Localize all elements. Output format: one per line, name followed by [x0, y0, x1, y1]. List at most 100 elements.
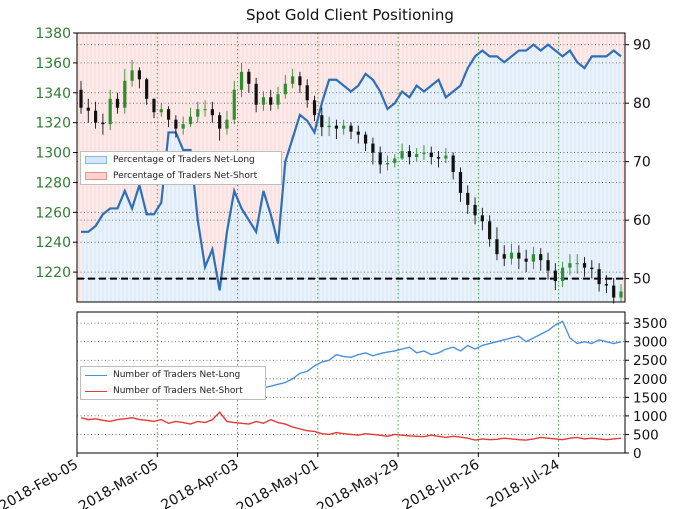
candle-body [597, 269, 601, 285]
candle-body [137, 70, 141, 80]
legend-label-count-long: Number of Traders Net-Long [113, 370, 241, 380]
left-tick-label-1220: 1220 [35, 265, 71, 281]
trader-count-legend: Number of Traders Net-Long Number of Tra… [80, 366, 266, 400]
bottom-frame [76, 311, 626, 454]
candle-body [590, 267, 594, 270]
candle-body [488, 221, 492, 240]
top-panel: 1220 1240 1260 1280 1300 1320 1340 1360 1380 50 60… [35, 26, 651, 304]
legend-swatch-net-short [85, 172, 107, 180]
candle-body [429, 152, 433, 158]
left-tick-label-1240: 1240 [35, 235, 71, 251]
candle-body [371, 143, 375, 153]
candle-body [145, 79, 149, 99]
candle-body [473, 204, 477, 216]
candle-body [174, 119, 178, 129]
left-tick-label-1380: 1380 [35, 26, 71, 42]
candle-body [247, 71, 251, 84]
candle-body [232, 89, 236, 120]
legend-label-net-long: Percentage of Traders Net-Long [113, 155, 255, 165]
candle-body [181, 124, 185, 129]
x-tick-label-4: 2018-May-29 [314, 457, 402, 509]
count-tick-label-0: 0 [633, 446, 642, 462]
candle-body [276, 94, 280, 105]
candle-body [79, 89, 83, 108]
candle-body [561, 267, 565, 282]
candle-body [218, 115, 222, 129]
legend-item-net-long: Percentage of Traders Net-Long [81, 152, 281, 168]
candle-body [444, 155, 448, 159]
candle-body [517, 252, 521, 259]
candle-body [539, 254, 543, 261]
count-tick-label-2000: 2000 [633, 372, 667, 388]
right-tick-label-50: 50 [633, 272, 651, 288]
chart-title: Spot Gold Client Positioning [246, 6, 454, 24]
candle-body [312, 100, 317, 116]
candle-body [123, 80, 127, 108]
left-tick-label-1340: 1340 [35, 86, 71, 102]
candle-body [466, 192, 470, 205]
candle-body [334, 125, 339, 129]
percentage-legend: Percentage of Traders Net-Long Percentag… [80, 151, 282, 185]
candle-body [269, 97, 273, 105]
candle-body [582, 263, 587, 268]
count-tick-label-1500: 1500 [633, 390, 667, 406]
candle-body [378, 152, 382, 165]
right-tick-label-80: 80 [633, 96, 651, 112]
candle-body [188, 116, 193, 125]
candle-body [604, 284, 609, 286]
right-tick-label-60: 60 [633, 213, 651, 229]
candle-body [86, 107, 90, 111]
candle-body [385, 163, 390, 165]
x-tick-label-2: 2018-Apr-03 [159, 457, 242, 509]
left-tick-label-1260: 1260 [35, 205, 71, 221]
legend-item-net-short: Percentage of Traders Net-Short [81, 168, 281, 184]
candle-body [159, 109, 163, 113]
left-tick-label-1360: 1360 [35, 56, 71, 72]
candle-body [327, 125, 331, 128]
candle-body [568, 263, 572, 268]
candle-body [356, 131, 360, 135]
candle-body [283, 83, 287, 95]
candle-body [407, 151, 411, 158]
candle-body [101, 122, 105, 125]
x-tick-label-3: 2018-May-01 [234, 457, 322, 509]
candle-body [108, 98, 112, 125]
count-tick-label-3500: 3500 [633, 316, 667, 332]
candle-body [93, 110, 98, 123]
count-tick-label-1000: 1000 [633, 409, 667, 425]
candle-body [130, 70, 134, 81]
candle-body [363, 134, 368, 144]
candle-body [203, 109, 207, 111]
x-tick-label-5: 2018-Jun-26 [400, 457, 483, 509]
candle-body [495, 239, 499, 255]
candle-body [480, 215, 484, 222]
x-tick-label-1: 2018-Mar-05 [76, 457, 161, 509]
left-tick-label-1300: 1300 [35, 146, 71, 162]
legend-line-count-short [85, 390, 107, 392]
count-tick-label-2500: 2500 [633, 353, 667, 369]
x-tick-label-6: 2018-Jul-24 [484, 457, 562, 509]
candle-body [612, 285, 616, 298]
candle-body [254, 83, 258, 105]
net-long-pct-line [81, 43, 622, 291]
candle-body [342, 125, 346, 129]
candle-body [575, 263, 579, 265]
top-frame [76, 32, 626, 303]
candle-body [415, 154, 419, 158]
candle-body [115, 98, 120, 108]
candle-body [320, 115, 324, 128]
candle-body [239, 71, 244, 90]
candle-body [152, 98, 156, 113]
candle-body [619, 291, 623, 298]
candle-body [458, 171, 463, 193]
candle-body [166, 109, 171, 120]
legend-swatch-net-long [85, 156, 107, 164]
candle-body [225, 119, 229, 129]
candle-body [451, 155, 455, 172]
candle-body [524, 258, 528, 262]
count-tick-label-500: 500 [633, 427, 659, 443]
legend-item-count-long: Number of Traders Net-Long [81, 367, 265, 383]
candle-body [298, 76, 302, 86]
candle-body [422, 152, 426, 155]
candle-body [196, 109, 200, 117]
